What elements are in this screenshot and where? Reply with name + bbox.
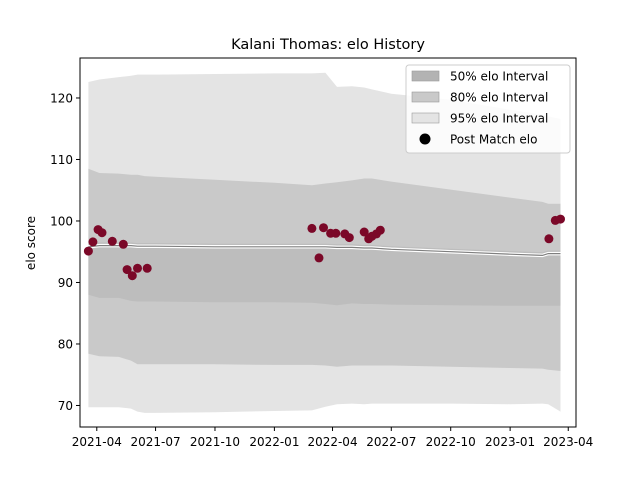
legend-swatch	[411, 70, 440, 82]
post-match-elo-point	[107, 236, 117, 246]
post-match-elo-point	[544, 234, 554, 244]
y-axis: 70 80 90 100 110 120	[50, 91, 80, 413]
plot-frame	[79, 57, 577, 428]
x-tick-label: 2023-01	[485, 435, 535, 449]
post-match-elo-point	[83, 246, 93, 256]
chart-title: Kalani Thomas: elo History	[231, 37, 425, 53]
x-tick-label: 2022-07	[366, 435, 416, 449]
legend-swatch	[411, 112, 440, 124]
median-elo-line	[88, 245, 561, 257]
post-match-elo-point	[314, 253, 324, 263]
y-axis-label: elo score	[24, 216, 38, 270]
x-tick-label: 2023-04	[543, 435, 593, 449]
legend-box	[405, 64, 571, 154]
x-tick-label: 2022-04	[307, 435, 357, 449]
x-tick-label: 2021-04	[72, 435, 122, 449]
post-match-elo-point	[142, 263, 152, 273]
y-tick-label: 100	[50, 214, 73, 228]
x-tick-label: 2022-01	[249, 435, 299, 449]
x-tick-label: 2021-07	[130, 435, 180, 449]
post-match-elo-point	[118, 239, 128, 249]
interval-50-band	[88, 242, 561, 306]
legend-label: 80% elo Interval	[450, 91, 548, 105]
legend-label: 50% elo Interval	[450, 70, 548, 84]
legend: 50% elo Interval 80% elo Interval 95% elo …	[405, 64, 571, 154]
post-match-elo-point	[375, 225, 385, 235]
post-match-elo-point	[97, 228, 107, 238]
legend-label: 95% elo Interval	[450, 112, 548, 126]
post-match-elo-point	[359, 227, 369, 237]
post-match-elo-point	[307, 223, 317, 233]
post-match-elo-point	[319, 223, 328, 233]
post-match-elo-point	[133, 263, 142, 273]
post-match-elo-point	[127, 271, 137, 281]
post-match-elo-point	[122, 265, 132, 275]
post-match-elo-point	[556, 214, 565, 224]
post-match-elo-point	[344, 233, 354, 243]
plot-area	[79, 57, 577, 428]
x-tick-label: 2021-10	[190, 435, 240, 449]
legend-marker	[419, 133, 431, 145]
legend-swatch	[411, 91, 440, 103]
x-tick-label: 2022-10	[426, 435, 476, 449]
legend-label: Post Match elo	[450, 133, 537, 147]
y-tick-label: 90	[58, 276, 73, 290]
post-match-elo-point	[88, 237, 98, 247]
y-tick-label: 110	[50, 153, 73, 167]
y-tick-label: 120	[50, 91, 73, 105]
x-axis: 2021-04 2021-07 2021-10 2022-01 2022-04 2022-…	[72, 427, 593, 449]
y-tick-label: 80	[58, 337, 73, 351]
y-tick-label: 70	[58, 399, 73, 413]
post-match-elo-point	[331, 228, 341, 238]
